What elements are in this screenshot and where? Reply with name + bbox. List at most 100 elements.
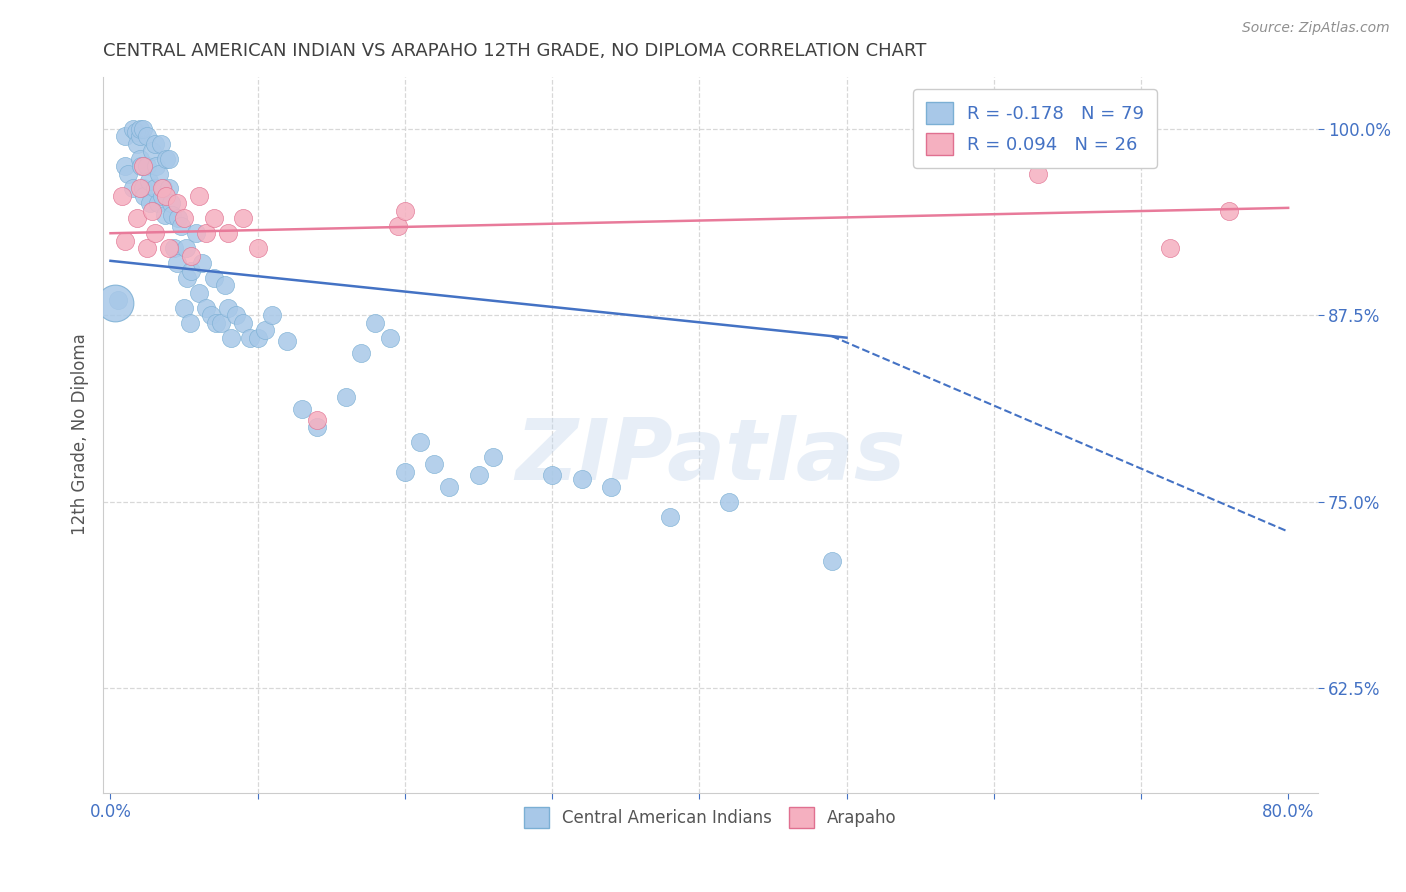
Point	[305, 420, 328, 434]
Point	[291, 402, 314, 417]
Point	[173, 301, 195, 315]
Point	[225, 308, 247, 322]
Point	[541, 467, 564, 482]
Point	[658, 509, 681, 524]
Point	[217, 301, 239, 315]
Point	[335, 390, 357, 404]
Point	[174, 241, 197, 255]
Point	[155, 152, 177, 166]
Point	[200, 308, 222, 322]
Point	[387, 219, 409, 233]
Point	[155, 189, 177, 203]
Point	[239, 331, 262, 345]
Point	[143, 136, 166, 151]
Point	[821, 554, 844, 568]
Point	[124, 125, 146, 139]
Legend: Central American Indians, Arapaho: Central American Indians, Arapaho	[517, 801, 904, 834]
Point	[107, 293, 129, 308]
Point	[131, 159, 153, 173]
Point	[121, 121, 143, 136]
Point	[132, 121, 155, 136]
Point	[276, 334, 298, 348]
Point	[246, 331, 269, 345]
Point	[138, 174, 160, 188]
Point	[149, 136, 172, 151]
Point	[145, 159, 167, 173]
Point	[129, 152, 152, 166]
Point	[132, 159, 155, 173]
Point	[394, 203, 416, 218]
Point	[114, 234, 136, 248]
Point	[136, 159, 159, 173]
Point	[117, 167, 139, 181]
Point	[150, 189, 173, 203]
Point	[232, 211, 254, 226]
Point	[114, 129, 136, 144]
Point	[148, 167, 170, 181]
Point	[150, 181, 173, 195]
Point	[1218, 203, 1240, 218]
Y-axis label: 12th Grade, No Diploma: 12th Grade, No Diploma	[72, 334, 89, 535]
Point	[166, 196, 188, 211]
Point	[209, 316, 232, 330]
Point	[176, 271, 198, 285]
Point	[305, 413, 328, 427]
Point	[162, 208, 184, 222]
Point	[134, 189, 156, 203]
Point	[571, 472, 593, 486]
Point	[467, 467, 489, 482]
Point	[143, 226, 166, 240]
Point	[157, 181, 180, 195]
Point	[104, 296, 127, 310]
Text: Source: ZipAtlas.com: Source: ZipAtlas.com	[1241, 21, 1389, 35]
Point	[350, 345, 373, 359]
Point	[139, 196, 162, 211]
Point	[1026, 167, 1049, 181]
Point	[394, 465, 416, 479]
Point	[1159, 241, 1181, 255]
Point	[121, 181, 143, 195]
Point	[166, 256, 188, 270]
Point	[163, 241, 186, 255]
Point	[232, 316, 254, 330]
Point	[141, 203, 163, 218]
Point	[214, 278, 236, 293]
Point	[146, 196, 169, 211]
Point	[187, 189, 209, 203]
Point	[205, 316, 228, 330]
Point	[136, 129, 159, 144]
Point	[717, 495, 740, 509]
Point	[246, 241, 269, 255]
Point	[195, 301, 218, 315]
Point	[143, 181, 166, 195]
Point	[217, 226, 239, 240]
Point	[160, 196, 183, 211]
Point	[184, 226, 207, 240]
Point	[202, 211, 225, 226]
Point	[129, 121, 152, 136]
Point	[152, 181, 174, 195]
Point	[600, 480, 623, 494]
Point	[129, 129, 152, 144]
Point	[125, 136, 148, 151]
Point	[170, 219, 193, 233]
Point	[157, 241, 180, 255]
Point	[202, 271, 225, 285]
Point	[153, 208, 176, 222]
Point	[180, 249, 202, 263]
Point	[125, 211, 148, 226]
Text: CENTRAL AMERICAN INDIAN VS ARAPAHO 12TH GRADE, NO DIPLOMA CORRELATION CHART: CENTRAL AMERICAN INDIAN VS ARAPAHO 12TH …	[103, 42, 927, 60]
Point	[254, 323, 277, 337]
Point	[380, 331, 402, 345]
Point	[190, 256, 212, 270]
Point	[219, 331, 242, 345]
Point	[179, 316, 201, 330]
Point	[141, 144, 163, 158]
Point	[111, 189, 134, 203]
Point	[195, 226, 218, 240]
Point	[187, 285, 209, 300]
Point	[129, 181, 152, 195]
Point	[167, 211, 190, 226]
Point	[132, 181, 155, 195]
Point	[173, 211, 195, 226]
